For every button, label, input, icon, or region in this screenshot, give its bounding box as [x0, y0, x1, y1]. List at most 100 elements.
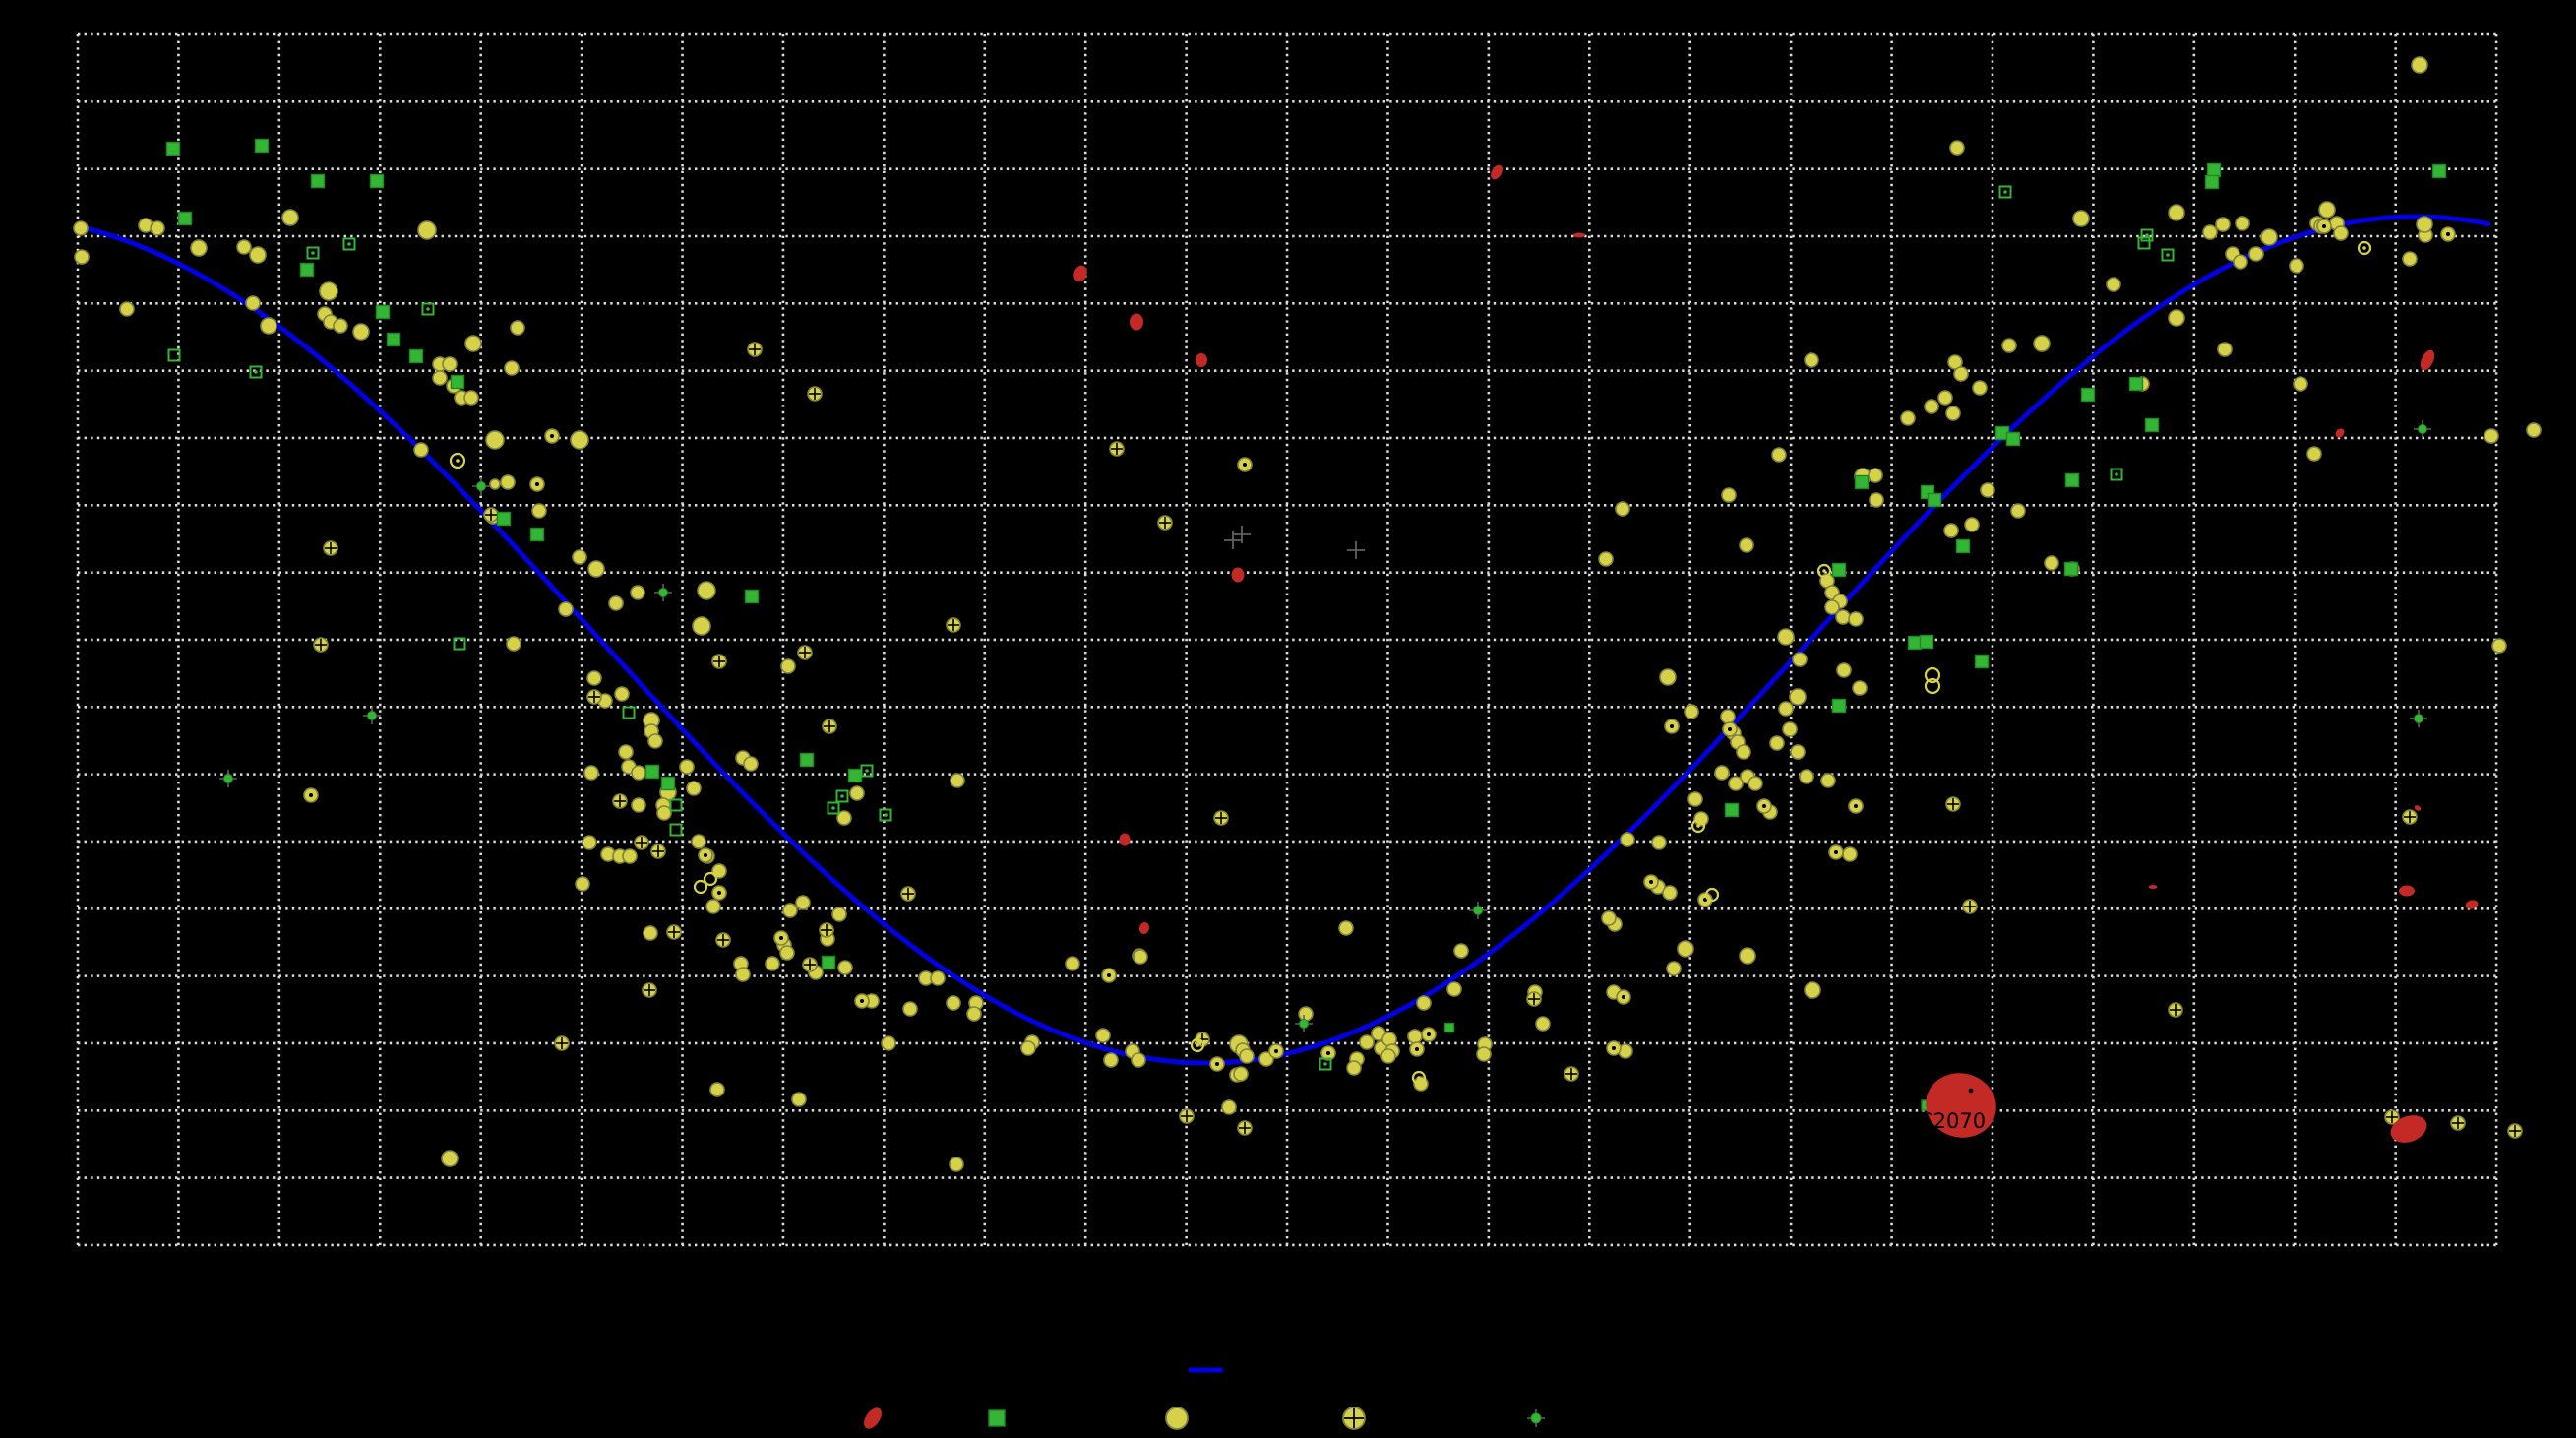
star-point	[631, 797, 646, 813]
star-point	[1869, 492, 1884, 508]
ring-dot	[2362, 246, 2366, 250]
galaxy-point	[2431, 163, 2447, 179]
star-point	[1651, 835, 1667, 850]
legend-red-ellipse-icon	[864, 1407, 882, 1429]
star-point	[902, 1001, 918, 1017]
legend-green-square-icon	[988, 1409, 1006, 1427]
square-dot	[2166, 253, 2170, 257]
galaxy-point	[644, 764, 660, 780]
star-point	[1659, 668, 1677, 686]
star-point	[2306, 446, 2322, 462]
series-green-open-squares	[167, 185, 2175, 1071]
legend	[864, 1367, 1545, 1430]
star-point	[930, 970, 946, 986]
center-dot	[535, 482, 539, 486]
star-point	[2416, 216, 2433, 233]
open-square-point	[2161, 248, 2175, 262]
open-square-point	[1998, 185, 2012, 199]
star-point	[464, 335, 482, 352]
star-point	[1790, 744, 1806, 760]
star-point	[831, 907, 847, 922]
galaxy-point	[1854, 474, 1870, 490]
galaxy-point	[1724, 802, 1740, 818]
open-ring-point	[1190, 1037, 1205, 1053]
star-point	[1836, 662, 1852, 678]
star-point	[2106, 277, 2121, 292]
star-point	[711, 863, 727, 879]
open-square-point	[306, 246, 320, 260]
open-ring-point	[703, 871, 718, 887]
star-point	[1778, 701, 1794, 717]
star-point	[1233, 1066, 1249, 1082]
star-point	[735, 967, 751, 982]
galaxy-point	[660, 776, 676, 791]
galaxy-point	[496, 511, 512, 527]
star-point	[1736, 744, 1751, 760]
galaxy-point	[1974, 654, 1990, 669]
open-square-point	[421, 302, 435, 316]
galaxy-point	[1919, 634, 1934, 650]
star-point	[1677, 940, 1694, 958]
open-ring-point	[1924, 666, 1941, 684]
star-point	[2333, 225, 2349, 241]
star-point	[1620, 832, 1635, 847]
ring-dot	[1196, 1043, 1199, 1047]
galaxy-point	[386, 332, 401, 347]
galaxy-point	[821, 955, 836, 970]
star-point	[622, 848, 638, 864]
open-square-point	[622, 706, 636, 719]
cross-dot-point	[1299, 1019, 1309, 1029]
star-point	[1095, 1028, 1111, 1043]
galaxy-point	[2144, 417, 2160, 433]
star-point	[779, 945, 795, 961]
star-point	[1804, 981, 1821, 999]
star-point	[849, 785, 865, 801]
star-point	[2293, 376, 2308, 392]
square-dot	[884, 813, 888, 817]
galaxy-point	[799, 752, 815, 768]
star-point	[1598, 551, 1614, 567]
star-point	[679, 759, 695, 775]
galaxy-point	[744, 589, 760, 604]
star-point	[572, 549, 587, 565]
center-dot	[717, 891, 721, 895]
center-dot	[1854, 804, 1858, 808]
series-yellow-circles-with-dot	[303, 219, 2456, 1072]
star-point	[1684, 704, 1699, 719]
galaxy-point	[1955, 538, 1971, 554]
star-point	[765, 956, 780, 971]
center-dot	[1427, 1032, 1431, 1036]
star-point	[190, 239, 208, 257]
star-point	[1601, 910, 1617, 926]
center-dot	[1834, 850, 1838, 854]
star-point	[587, 560, 605, 578]
star-point	[2202, 224, 2218, 240]
star-point	[249, 246, 267, 264]
open-square-point	[669, 823, 683, 837]
center-dot	[309, 793, 313, 797]
center-dot	[1622, 995, 1625, 999]
star-point	[697, 581, 716, 600]
star-point	[656, 805, 672, 821]
star-point	[1943, 523, 1959, 538]
star-point	[795, 895, 811, 910]
star-point	[1842, 846, 1858, 862]
star-point	[2402, 251, 2418, 267]
star-point	[319, 281, 338, 301]
open-square-point	[669, 798, 683, 812]
open-square-point	[835, 789, 849, 803]
star-point	[782, 903, 798, 918]
star-point	[1666, 961, 1682, 976]
star-point	[1714, 765, 1730, 781]
open-square-point	[2137, 236, 2151, 250]
star-point	[2248, 246, 2264, 262]
center-dot	[1274, 1049, 1278, 1053]
star-point	[705, 899, 721, 914]
cross-dot-point	[223, 774, 233, 783]
open-square-point	[453, 637, 466, 651]
star-point	[2215, 217, 2231, 232]
star-point	[2168, 309, 2185, 327]
nebula-ellipse	[1073, 265, 1087, 282]
nebula-ellipse	[2390, 1115, 2427, 1143]
